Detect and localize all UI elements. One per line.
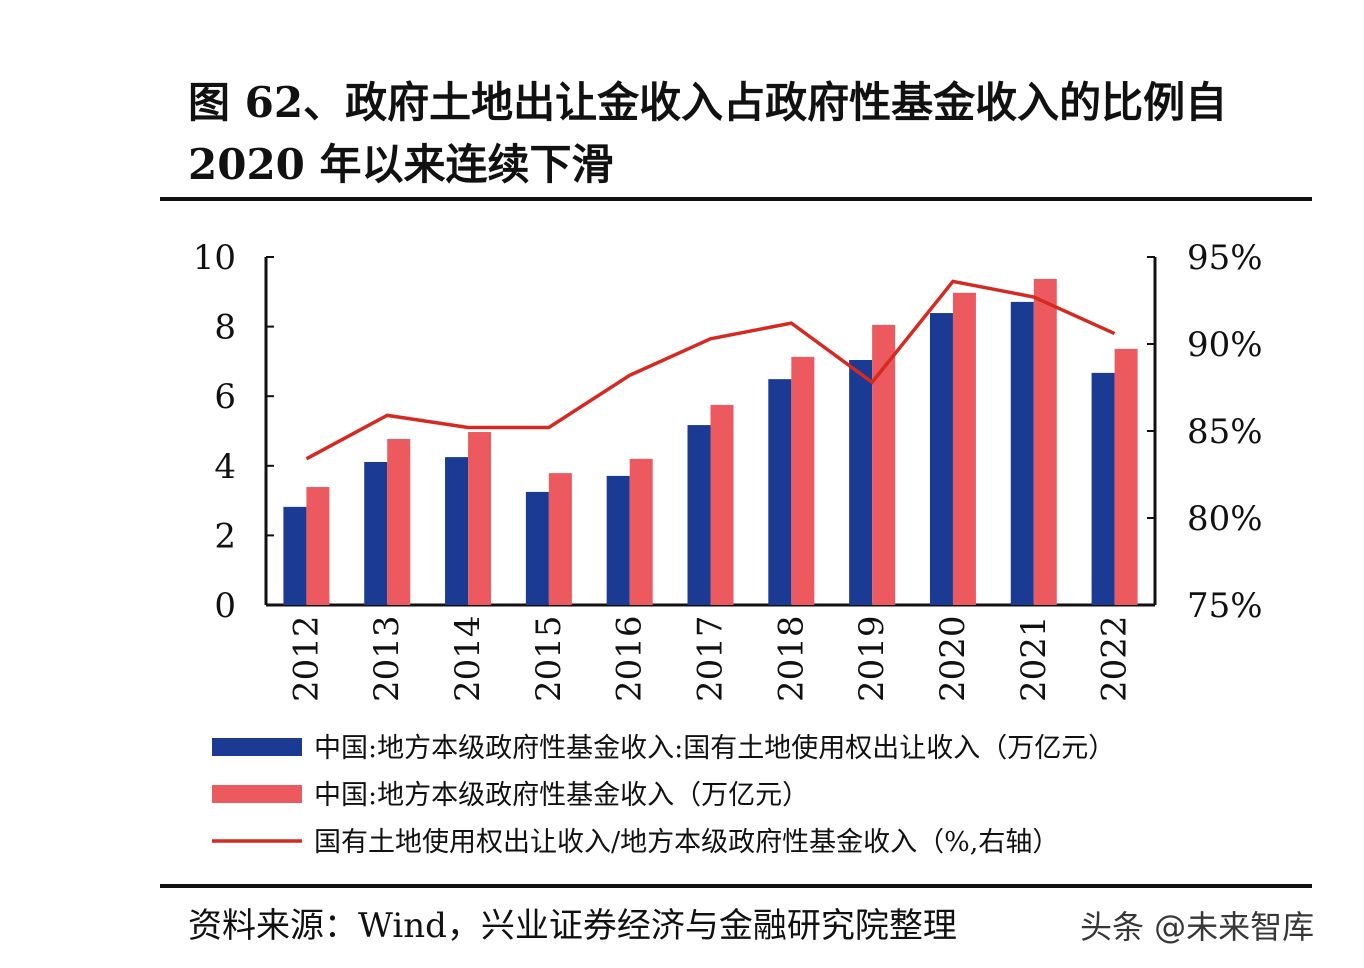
x-tick-label: 2013: [367, 615, 407, 702]
bar-fund-revenue: [306, 487, 330, 605]
x-tick-label: 2021: [1014, 615, 1054, 702]
bar-land-revenue: [283, 506, 307, 605]
watermark: 头条 @未来智库: [1080, 908, 1315, 946]
x-tick-label: 2016: [610, 615, 650, 702]
left-tick-label: 8: [214, 308, 236, 348]
x-tick-label: 2014: [448, 615, 488, 702]
legend-label: 国有土地使用权出让收入/地方本级政府性基金收入（%,右轴）: [314, 827, 1059, 858]
top-rule: [160, 197, 1312, 201]
right-tick-label: 80%: [1187, 499, 1263, 539]
bar-land-revenue: [768, 379, 792, 605]
left-tick-label: 2: [214, 516, 236, 556]
legend-label: 中国:地方本级政府性基金收入（万亿元）: [314, 780, 809, 811]
left-tick-label: 6: [214, 377, 236, 417]
left-tick-label: 0: [214, 586, 236, 626]
x-tick-label: 2018: [771, 615, 811, 702]
x-tick-label: 2015: [529, 615, 569, 702]
bar-fund-revenue: [387, 439, 411, 605]
bar-land-revenue: [606, 475, 630, 605]
right-tick-label: 95%: [1187, 238, 1263, 278]
x-tick-label: 2017: [691, 615, 731, 702]
left-tick-label: 4: [214, 447, 236, 487]
bar-fund-revenue: [1114, 348, 1138, 605]
bar-land-revenue: [364, 461, 388, 605]
bar-land-revenue: [1010, 301, 1034, 605]
bar-land-revenue: [525, 491, 549, 605]
bar-fund-revenue: [548, 473, 572, 605]
x-tick-label: 2022: [1095, 615, 1135, 702]
bar-fund-revenue: [872, 324, 896, 605]
bar-fund-revenue: [791, 356, 815, 605]
chart-title: 图 62、政府土地出让金收入占政府性基金收入的比例自 2020 年以来连续下滑: [188, 78, 1228, 189]
bar-land-revenue: [445, 457, 469, 605]
legend-swatch-land: [212, 738, 302, 756]
legend-label: 中国:地方本级政府性基金收入:国有土地使用权出让收入（万亿元）: [314, 733, 1115, 764]
legend-swatch-fund: [212, 785, 302, 803]
bar-fund-revenue: [710, 404, 734, 605]
bar-fund-revenue: [629, 458, 653, 605]
x-tick-label: 2012: [286, 615, 326, 702]
x-tick-label: 2020: [933, 615, 973, 702]
bar-fund-revenue: [952, 292, 976, 605]
bar-land-revenue: [687, 425, 711, 605]
ratio-line: [305, 279, 1116, 461]
bar-fund-revenue: [1033, 278, 1057, 605]
bottom-rule: [160, 884, 1312, 888]
bar-land-revenue: [929, 313, 953, 605]
bar-land-revenue: [849, 360, 873, 605]
bar-fund-revenue: [468, 432, 492, 605]
right-tick-label: 85%: [1187, 412, 1263, 452]
bar-land-revenue: [1091, 372, 1115, 605]
source-note: 资料来源：Wind，兴业证券经济与金融研究院整理: [188, 906, 957, 946]
right-tick-label: 90%: [1187, 325, 1263, 365]
left-tick-label: 10: [193, 238, 236, 278]
x-tick-label: 2019: [852, 615, 892, 702]
right-tick-label: 75%: [1187, 586, 1263, 626]
